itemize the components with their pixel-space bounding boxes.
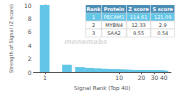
svg-text:Strength of Signal (Z score): Strength of Signal (Z score): [8, 4, 15, 73]
svg-text:1: 1: [43, 74, 47, 81]
svg-text:Z score: Z score: [128, 6, 149, 12]
svg-text:2: 2: [92, 22, 95, 28]
svg-text:4: 4: [28, 42, 32, 49]
svg-text:monemabs: monemabs: [64, 38, 107, 46]
svg-text:SAA2: SAA2: [107, 30, 120, 36]
svg-text:1: 1: [92, 14, 95, 20]
svg-text:10: 10: [24, 2, 32, 9]
svg-text:2.9: 2.9: [159, 22, 167, 28]
svg-text:PECAM1: PECAM1: [104, 14, 125, 20]
svg-text:6: 6: [28, 28, 32, 35]
svg-text:40: 40: [160, 74, 168, 81]
svg-text:Protein: Protein: [104, 6, 125, 12]
svg-text:9.55: 9.55: [133, 30, 144, 36]
svg-text:0: 0: [28, 69, 32, 76]
svg-text:30: 30: [151, 74, 159, 81]
svg-text:Signal Rank (Top 40): Signal Rank (Top 40): [74, 85, 130, 92]
svg-text:3: 3: [92, 30, 95, 36]
svg-text:121.09: 121.09: [154, 14, 172, 20]
svg-text:114.61: 114.61: [130, 14, 148, 20]
svg-text:Rank: Rank: [86, 6, 101, 12]
svg-text:8: 8: [28, 15, 32, 22]
svg-text:10: 10: [115, 74, 123, 81]
svg-text:20: 20: [138, 74, 146, 81]
svg-text:12.33: 12.33: [131, 22, 145, 28]
svg-text:2: 2: [28, 55, 32, 62]
svg-text:S score: S score: [152, 6, 173, 12]
svg-text:MYBN4: MYBN4: [105, 22, 123, 28]
svg-text:0.54: 0.54: [157, 30, 168, 36]
